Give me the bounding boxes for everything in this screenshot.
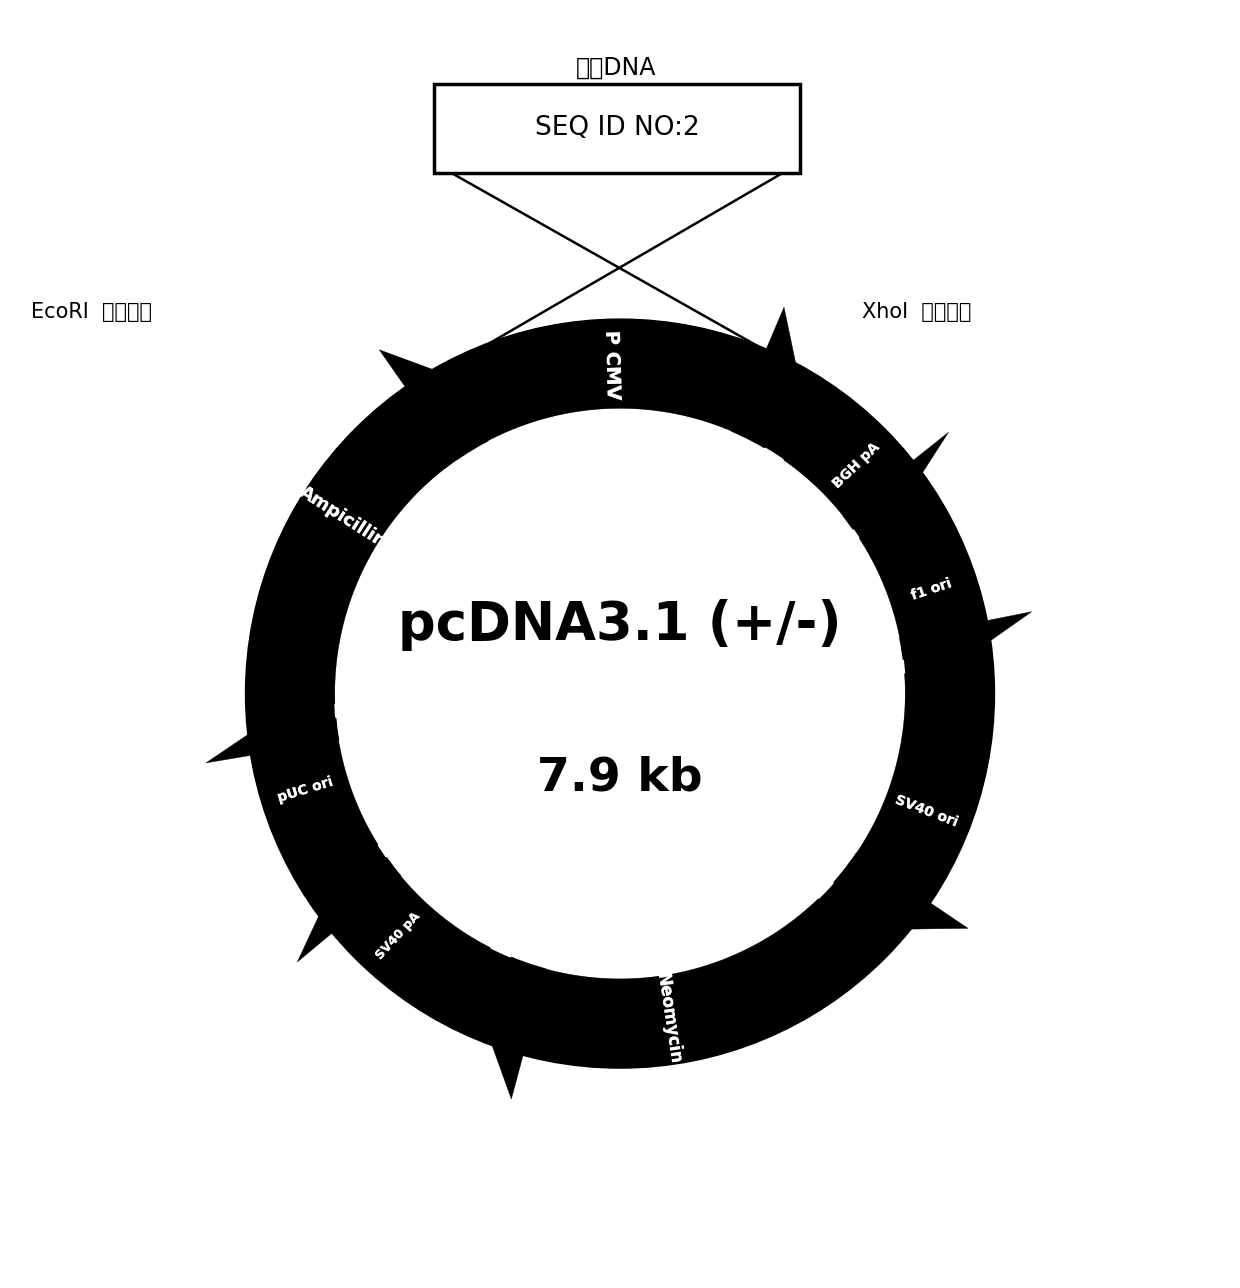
- Text: Neomycin: Neomycin: [652, 971, 684, 1065]
- Text: P CMV: P CMV: [601, 330, 621, 401]
- Polygon shape: [391, 308, 808, 475]
- Text: SV40 pA: SV40 pA: [373, 909, 423, 962]
- Text: f1 ori: f1 ori: [910, 576, 954, 603]
- Polygon shape: [853, 491, 1032, 671]
- Text: Ampicillin: Ampicillin: [296, 483, 389, 551]
- Polygon shape: [817, 667, 992, 930]
- Text: pUC ori: pUC ori: [277, 774, 335, 805]
- Circle shape: [336, 410, 904, 978]
- Text: BGH pA: BGH pA: [831, 439, 883, 491]
- Circle shape: [246, 319, 994, 1068]
- Text: SV40 ori: SV40 ori: [893, 793, 960, 829]
- Polygon shape: [784, 389, 949, 546]
- Text: XhoI  克隆位点: XhoI 克隆位点: [862, 301, 971, 322]
- Text: BGH pA: BGH pA: [831, 439, 883, 491]
- Text: SV40 pA: SV40 pA: [373, 909, 423, 962]
- Text: Neomycin: Neomycin: [652, 971, 684, 1065]
- Text: Ampicillin: Ampicillin: [296, 483, 389, 551]
- Text: f1 ori: f1 ori: [910, 576, 954, 603]
- Text: 7.9 kb: 7.9 kb: [537, 756, 703, 800]
- Circle shape: [335, 408, 905, 979]
- Text: EcoRI  克隆位点: EcoRI 克隆位点: [31, 301, 153, 322]
- Text: SEQ ID NO:2: SEQ ID NO:2: [534, 115, 699, 142]
- Polygon shape: [248, 350, 491, 707]
- Polygon shape: [471, 899, 878, 1099]
- Polygon shape: [206, 705, 386, 891]
- Text: 编码DNA: 编码DNA: [577, 55, 656, 80]
- Text: P CMV: P CMV: [601, 330, 621, 401]
- Text: pcDNA3.1 (+/-): pcDNA3.1 (+/-): [398, 599, 842, 652]
- Text: pUC ori: pUC ori: [277, 774, 335, 805]
- FancyBboxPatch shape: [434, 84, 800, 173]
- Text: SV40 ori: SV40 ori: [893, 793, 960, 829]
- Polygon shape: [298, 845, 491, 1025]
